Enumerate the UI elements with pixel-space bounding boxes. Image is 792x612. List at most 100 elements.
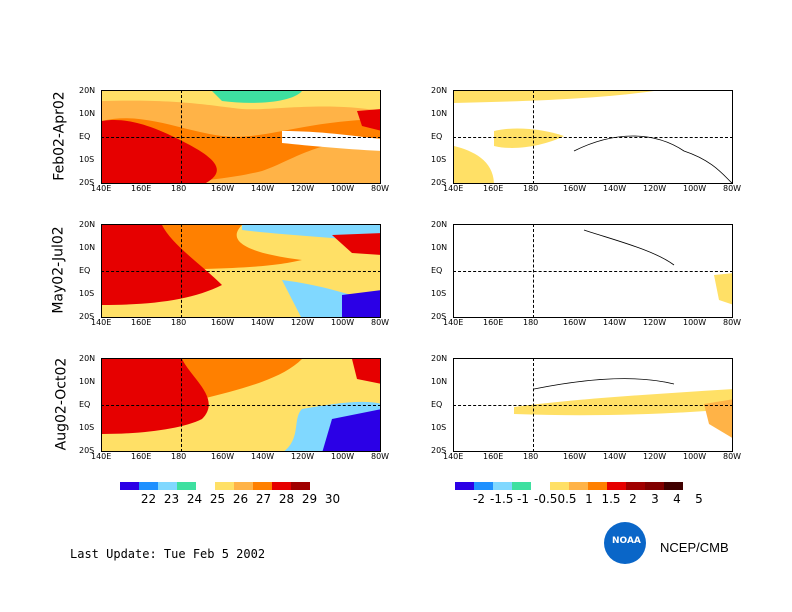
lon-tick-label: 140E bbox=[443, 452, 464, 461]
lat-tick-label: 20N bbox=[431, 86, 448, 95]
lon-tick-label: 180 bbox=[171, 318, 187, 327]
lat-tick-label: 10S bbox=[431, 155, 447, 164]
legend-label: 3 bbox=[651, 492, 659, 506]
legend-swatch bbox=[253, 482, 272, 490]
lon-tick-label: 160E bbox=[131, 184, 152, 193]
legend-label: 0.5 bbox=[557, 492, 577, 506]
anomaly-legend-labels: -2 -1.5 -1 -0.5 0.5 1 1.5 2 3 4 5 bbox=[468, 492, 710, 506]
lon-tick-label: 100W bbox=[331, 318, 355, 327]
legend-label: 25 bbox=[209, 492, 226, 506]
lon-tick-label: 100W bbox=[331, 184, 355, 193]
row-label-1: Feb02-Apr02 bbox=[51, 91, 68, 181]
lon-tick-label: 80W bbox=[371, 184, 390, 193]
equator-line bbox=[453, 137, 733, 138]
lat-tick-label: 20S bbox=[79, 312, 95, 321]
lat-tick-label: EQ bbox=[431, 400, 443, 409]
sst-legend bbox=[120, 482, 310, 490]
row-label-3: Aug02-Oct02 bbox=[53, 357, 70, 451]
lat-tick-label: EQ bbox=[431, 132, 443, 141]
lat-tick-label: 20S bbox=[79, 178, 95, 187]
equator-line bbox=[453, 271, 733, 272]
noaa-logo-text: NOAA bbox=[612, 536, 641, 546]
dateline-line bbox=[533, 358, 534, 452]
legend-swatch bbox=[215, 482, 234, 490]
lon-tick-label: 160W bbox=[211, 318, 235, 327]
lon-tick-label: 180 bbox=[523, 184, 539, 193]
lon-tick-label: 160E bbox=[483, 184, 504, 193]
lat-tick-label: 20S bbox=[431, 312, 447, 321]
legend-swatch bbox=[645, 482, 664, 490]
equator-line bbox=[101, 137, 381, 138]
lat-tick-label: 10N bbox=[79, 377, 96, 386]
legend-swatch bbox=[272, 482, 291, 490]
legend-swatch bbox=[493, 482, 512, 490]
anomaly-legend bbox=[455, 482, 683, 490]
legend-swatch bbox=[158, 482, 177, 490]
legend-label: 5 bbox=[695, 492, 703, 506]
lon-tick-label: 120W bbox=[291, 318, 315, 327]
lon-tick-label: 140W bbox=[251, 452, 275, 461]
legend-swatch bbox=[139, 482, 158, 490]
lat-tick-label: 10S bbox=[79, 289, 95, 298]
lat-tick-label: 20N bbox=[431, 220, 448, 229]
legend-swatch bbox=[531, 482, 550, 490]
lon-tick-label: 80W bbox=[723, 184, 742, 193]
legend-label: -1.5 bbox=[490, 492, 514, 506]
legend-label: 29 bbox=[301, 492, 318, 506]
lon-tick-label: 140W bbox=[603, 318, 627, 327]
legend-label: 4 bbox=[673, 492, 681, 506]
lat-tick-label: 10S bbox=[79, 155, 95, 164]
legend-label: 27 bbox=[255, 492, 272, 506]
lon-tick-label: 160E bbox=[483, 318, 504, 327]
legend-swatch bbox=[569, 482, 588, 490]
lon-tick-label: 120W bbox=[291, 184, 315, 193]
legend-label: 1 bbox=[585, 492, 593, 506]
legend-swatch bbox=[550, 482, 569, 490]
lat-tick-label: 20S bbox=[431, 446, 447, 455]
legend-label: 22 bbox=[140, 492, 157, 506]
lon-tick-label: 160E bbox=[131, 318, 152, 327]
lat-tick-label: 10S bbox=[79, 423, 95, 432]
lat-tick-label: 20S bbox=[79, 446, 95, 455]
lat-tick-label: 20N bbox=[431, 354, 448, 363]
lat-tick-label: 10S bbox=[431, 423, 447, 432]
legend-swatch bbox=[177, 482, 196, 490]
sst-map-feb-apr bbox=[101, 90, 381, 184]
legend-swatch bbox=[196, 482, 215, 490]
lat-tick-label: 10N bbox=[79, 243, 96, 252]
lat-tick-label: EQ bbox=[79, 266, 91, 275]
lon-tick-label: 160W bbox=[211, 452, 235, 461]
lat-tick-label: 20N bbox=[79, 354, 96, 363]
lat-tick-label: 20N bbox=[79, 86, 96, 95]
lat-tick-label: 10N bbox=[431, 243, 448, 252]
equator-line bbox=[101, 271, 381, 272]
lon-tick-label: 140E bbox=[443, 184, 464, 193]
legend-swatch bbox=[664, 482, 683, 490]
lon-tick-label: 120W bbox=[643, 318, 667, 327]
sst-legend-labels: 22 23 24 25 26 27 28 29 30 bbox=[137, 492, 344, 506]
dateline-line bbox=[533, 224, 534, 318]
lon-tick-label: 80W bbox=[371, 452, 390, 461]
legend-label: -1 bbox=[517, 492, 529, 506]
lon-tick-label: 120W bbox=[643, 452, 667, 461]
legend-label: 28 bbox=[278, 492, 295, 506]
equator-line bbox=[453, 405, 733, 406]
lat-tick-label: EQ bbox=[431, 266, 443, 275]
legend-swatch bbox=[234, 482, 253, 490]
legend-label: 1.5 bbox=[601, 492, 621, 506]
lat-tick-label: 10N bbox=[431, 109, 448, 118]
lat-tick-label: 10N bbox=[79, 109, 96, 118]
lon-tick-label: 100W bbox=[331, 452, 355, 461]
lon-tick-label: 160W bbox=[563, 452, 587, 461]
lat-tick-label: 10N bbox=[431, 377, 448, 386]
lon-tick-label: 80W bbox=[723, 452, 742, 461]
lon-tick-label: 160E bbox=[483, 452, 504, 461]
equator-line bbox=[101, 405, 381, 406]
legend-swatch bbox=[291, 482, 310, 490]
legend-label: 30 bbox=[324, 492, 341, 506]
dateline-line bbox=[181, 90, 182, 184]
lon-tick-label: 140W bbox=[251, 318, 275, 327]
lat-tick-label: EQ bbox=[79, 400, 91, 409]
legend-swatch bbox=[512, 482, 531, 490]
legend-label: 2 bbox=[629, 492, 637, 506]
